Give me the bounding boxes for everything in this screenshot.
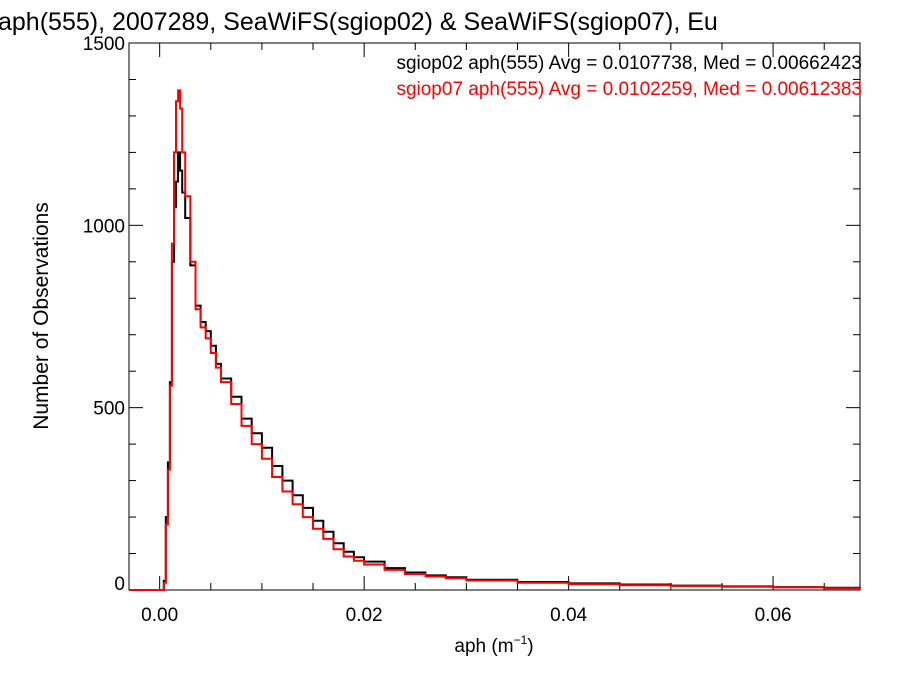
series-line-sgiop07 <box>129 89 861 591</box>
x-tick-label: 0.04 <box>550 605 587 626</box>
x-tick-label: 0.06 <box>755 605 792 626</box>
y-ticks: 0 500 1000 1500 <box>83 34 860 595</box>
plot-frame <box>128 42 861 591</box>
x-axis-label-main: aph (m <box>454 636 513 657</box>
x-axis-label: aph (m−1) <box>454 633 533 657</box>
x-tick-label: 0.02 <box>346 605 383 626</box>
plot-area: 0.00 0.02 0.04 0.06 0 500 1000 1500 <box>83 34 861 626</box>
y-tick-label: 1000 <box>83 216 125 237</box>
y-tick-label: 1500 <box>83 34 125 55</box>
series-line-sgiop02 <box>129 151 861 591</box>
y-tick-label: 500 <box>93 399 125 420</box>
legend: sgiop02 aph(555) Avg = 0.0107738, Med = … <box>396 53 862 100</box>
x-axis-label-close: ) <box>527 636 533 657</box>
legend-entry-sgiop02: sgiop02 aph(555) Avg = 0.0107738, Med = … <box>396 53 862 74</box>
x-axis-label-exponent: −1 <box>514 633 528 647</box>
chart-title: aph(555), 2007289, SeaWiFS(sgiop02) & Se… <box>0 8 718 36</box>
x-tick-label: 0.00 <box>141 605 178 626</box>
legend-entry-sgiop07: sgiop07 aph(555) Avg = 0.0102259, Med = … <box>396 79 862 100</box>
x-ticks: 0.00 0.02 0.04 0.06 <box>141 43 825 626</box>
series-group <box>129 89 861 591</box>
y-tick-label: 0 <box>114 574 125 595</box>
y-axis-label: Number of Observations <box>30 202 53 430</box>
